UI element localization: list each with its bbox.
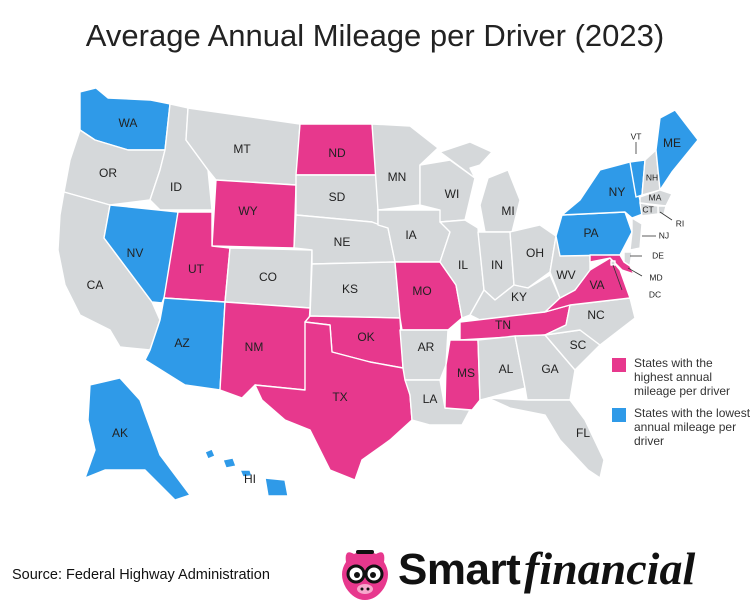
- smartfinancial-logo: Smart financial: [336, 540, 736, 606]
- state-label-nh: NH: [646, 172, 658, 182]
- state-il: [439, 219, 485, 319]
- state-hi: [204, 448, 289, 497]
- state-label-ny: NY: [609, 185, 626, 199]
- state-label-la: LA: [423, 392, 438, 406]
- state-ma: [639, 189, 673, 207]
- state-label-mo: MO: [412, 284, 431, 298]
- state-ar: [399, 329, 449, 381]
- legend-item-low: States with the lowest annual mileage pe…: [612, 406, 750, 452]
- state-label-nm: NM: [245, 340, 264, 354]
- state-label-pa: PA: [583, 226, 598, 240]
- state-ak: [84, 377, 191, 501]
- state-label-hi: HI: [244, 472, 256, 486]
- legend-label-high: States with the highest annual mileage p…: [634, 356, 731, 398]
- brand-smart-text: Smart: [398, 545, 521, 594]
- state-label-tx: TX: [332, 390, 347, 404]
- state-label-md: MD: [649, 272, 662, 282]
- source-note: Source: Federal Highway Administration: [12, 567, 270, 583]
- state-label-il: IL: [458, 258, 468, 272]
- state-al: [477, 335, 526, 401]
- legend-swatch-high: [612, 358, 626, 372]
- state-label-ga: GA: [541, 362, 558, 376]
- legend-swatch-low: [612, 408, 626, 422]
- state-label-me: ME: [663, 136, 681, 150]
- state-label-co: CO: [259, 270, 277, 284]
- state-fl: [487, 397, 605, 479]
- state-label-wa: WA: [119, 116, 138, 130]
- state-label-ky: KY: [511, 290, 527, 304]
- state-label-nj: NJ: [659, 230, 669, 240]
- state-label-ca: CA: [87, 278, 104, 292]
- state-label-ms: MS: [457, 366, 475, 380]
- state-label-in: IN: [491, 258, 503, 272]
- piggy-bank-icon: [342, 550, 388, 600]
- state-label-ma: MA: [649, 192, 662, 202]
- state-label-al: AL: [499, 362, 514, 376]
- state-label-wv: WV: [556, 268, 575, 282]
- state-md: [589, 254, 635, 275]
- state-dc: [610, 260, 616, 266]
- state-label-ok: OK: [357, 330, 374, 344]
- state-label-ut: UT: [188, 262, 205, 276]
- brand-financial-text: financial: [524, 543, 696, 594]
- state-label-wy: WY: [238, 204, 257, 218]
- state-label-ks: KS: [342, 282, 358, 296]
- state-label-ct: CT: [642, 204, 653, 214]
- state-label-az: AZ: [174, 336, 189, 350]
- state-label-ne: NE: [334, 235, 351, 249]
- state-nc: [544, 297, 636, 346]
- state-label-fl: FL: [576, 426, 590, 440]
- state-label-sd: SD: [329, 190, 346, 204]
- state-label-nd: ND: [328, 146, 346, 160]
- state-label-ak: AK: [112, 426, 128, 440]
- state-nm: [219, 301, 311, 399]
- state-label-ri: RI: [676, 218, 685, 228]
- state-label-or: OR: [99, 166, 117, 180]
- state-label-de: DE: [652, 250, 664, 260]
- state-label-nc: NC: [587, 308, 605, 322]
- state-label-oh: OH: [526, 246, 544, 260]
- legend-label-low: States with the lowest annual mileage pe…: [634, 406, 750, 448]
- legend-item-high: States with the highest annual mileage p…: [612, 356, 750, 402]
- state-label-ia: IA: [405, 228, 416, 242]
- state-ct: [639, 202, 659, 217]
- state-label-mn: MN: [388, 170, 407, 184]
- map-title: Average Annual Mileage per Driver (2023): [85, 18, 665, 53]
- state-label-id: ID: [170, 180, 182, 194]
- state-label-mt: MT: [233, 142, 251, 156]
- state-label-ar: AR: [418, 340, 435, 354]
- state-label-sc: SC: [570, 338, 587, 352]
- state-ri: [657, 205, 667, 215]
- state-label-va: VA: [589, 278, 604, 292]
- state-la: [404, 379, 471, 426]
- state-tx: [254, 321, 413, 481]
- state-label-nv: NV: [127, 246, 144, 260]
- state-label-tn: TN: [495, 318, 511, 332]
- state-label-wi: WI: [445, 187, 460, 201]
- state-nj: [629, 217, 643, 251]
- state-label-vt: VT: [631, 131, 642, 141]
- state-label-mi: MI: [501, 204, 514, 218]
- state-label-dc: DC: [649, 289, 661, 299]
